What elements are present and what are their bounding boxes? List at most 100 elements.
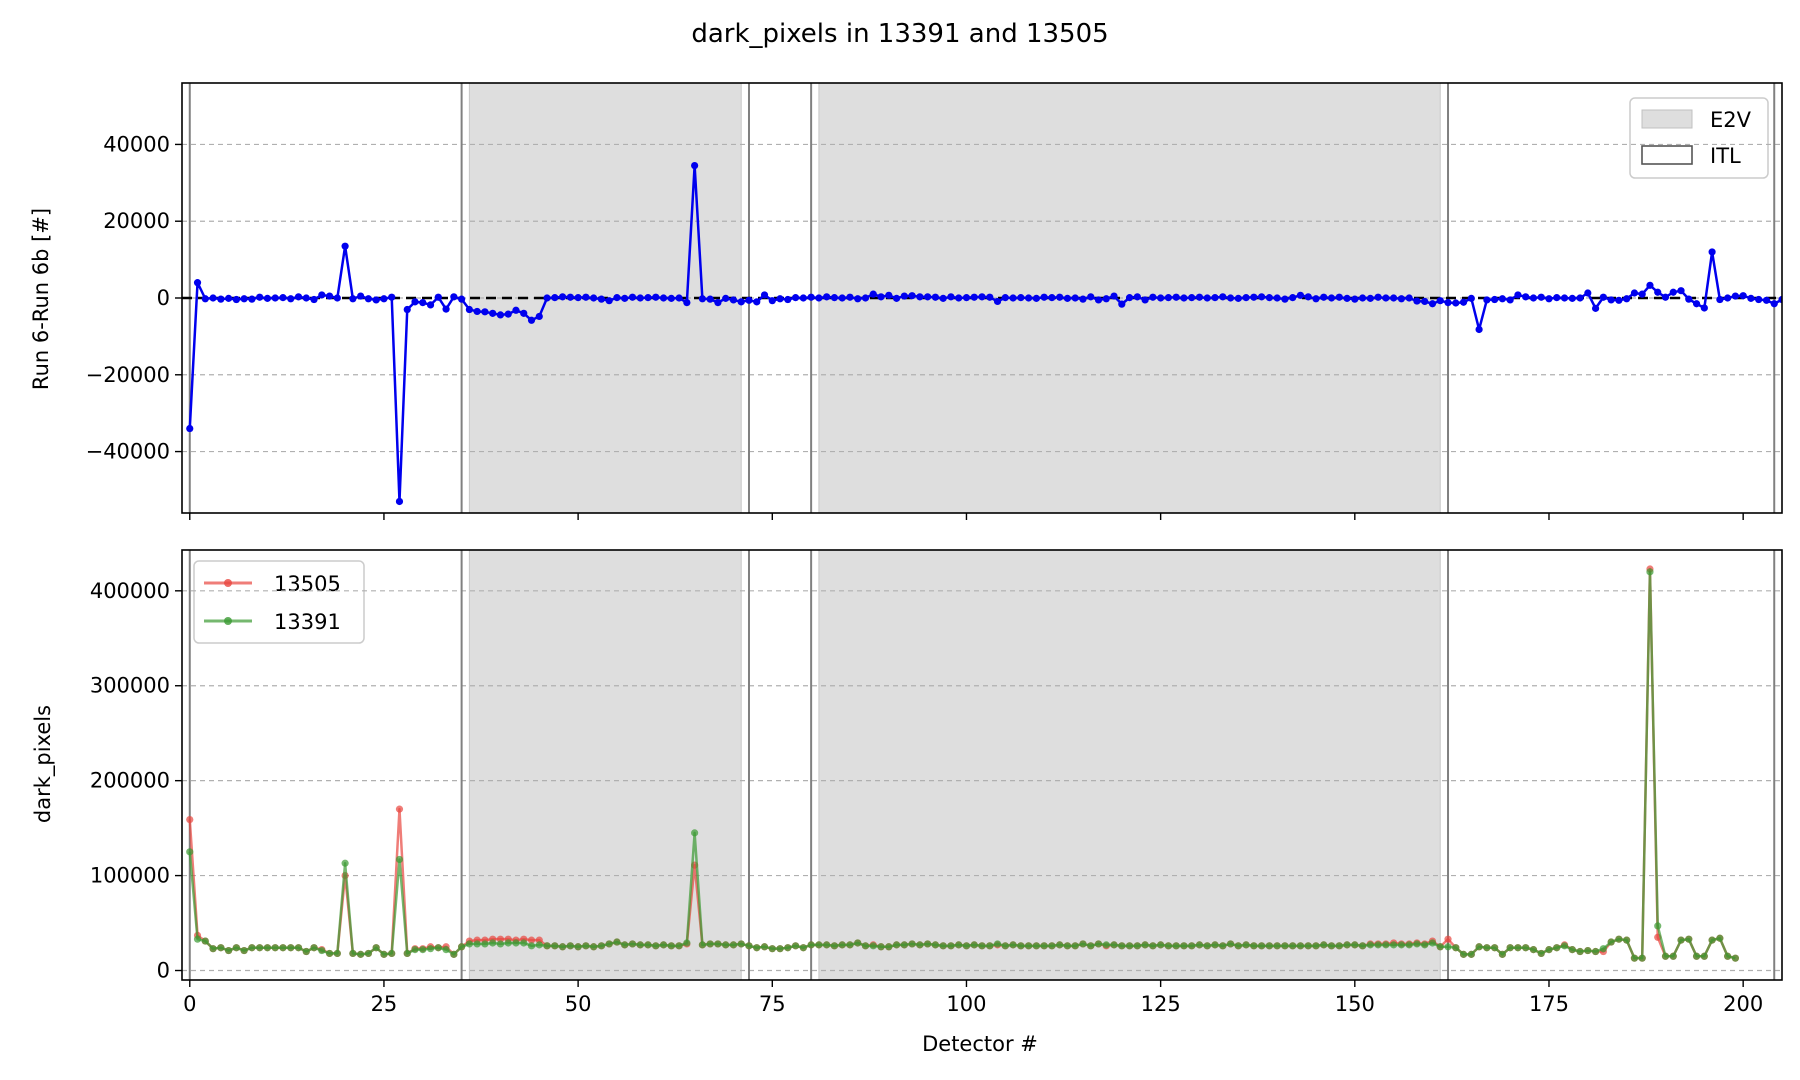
data-point <box>1226 294 1235 302</box>
data-point <box>854 295 862 303</box>
data-point <box>1265 942 1273 950</box>
data-point <box>1591 947 1600 956</box>
data-point <box>807 941 815 949</box>
data-point <box>683 939 691 947</box>
data-point <box>1475 325 1483 334</box>
x-axis-label: Detector # <box>922 1032 1038 1056</box>
y-tick-label: −40000 <box>86 440 170 464</box>
data-point <box>1444 935 1452 943</box>
data-point <box>1498 950 1506 958</box>
data-point <box>1071 942 1079 950</box>
data-point <box>1226 940 1235 948</box>
data-point <box>1459 950 1468 958</box>
data-point <box>209 294 217 302</box>
data-point <box>986 293 994 301</box>
data-point <box>970 941 978 949</box>
data-point <box>1382 294 1390 302</box>
data-point <box>714 940 722 948</box>
data-point <box>411 946 419 954</box>
data-point <box>1366 941 1374 949</box>
data-point <box>388 949 396 958</box>
data-point <box>706 295 714 303</box>
data-point <box>287 944 295 952</box>
data-point <box>1219 942 1227 950</box>
data-point <box>652 942 660 950</box>
data-point <box>465 305 473 314</box>
data-point <box>1778 295 1782 304</box>
data-point <box>1560 942 1569 950</box>
data-point <box>419 946 427 954</box>
data-point <box>256 293 264 301</box>
data-point <box>1685 295 1693 303</box>
legend-runs: 13505 13391 <box>193 560 365 644</box>
data-point <box>1327 942 1336 950</box>
data-point <box>574 294 582 302</box>
data-point <box>1731 292 1739 300</box>
data-point <box>955 294 963 302</box>
data-point <box>240 946 248 955</box>
y-tick-label: 400000 <box>90 579 170 603</box>
data-point <box>1421 297 1429 306</box>
data-point <box>527 316 536 324</box>
data-point <box>1436 297 1444 305</box>
data-point <box>1537 293 1545 301</box>
data-point <box>357 950 365 958</box>
data-point <box>193 935 202 943</box>
data-point <box>551 294 559 302</box>
data-point <box>1724 952 1732 960</box>
data-point <box>450 950 458 958</box>
data-point <box>838 941 846 949</box>
data-point <box>1467 950 1475 958</box>
data-point <box>916 293 924 301</box>
data-point <box>1459 298 1468 306</box>
legend-label-itl: ITL <box>1710 144 1741 168</box>
data-point <box>558 943 567 951</box>
data-point <box>1281 295 1289 303</box>
data-point <box>1001 942 1009 950</box>
data-point <box>1110 292 1118 300</box>
data-point <box>1157 941 1165 949</box>
data-point <box>1568 946 1576 954</box>
data-point <box>1747 294 1755 302</box>
data-point <box>1654 288 1662 296</box>
data-point <box>892 941 901 949</box>
data-point <box>551 942 559 950</box>
x-tick-label: 25 <box>371 992 398 1016</box>
dark-pixels-y-axis-label: dark_pixels <box>31 705 56 823</box>
data-point <box>395 805 404 813</box>
data-point <box>1692 952 1701 960</box>
data-point <box>1296 291 1305 299</box>
data-point <box>302 294 310 302</box>
data-point <box>1397 295 1406 303</box>
data-point <box>357 292 365 300</box>
data-point <box>287 295 295 303</box>
data-point <box>1265 294 1273 302</box>
data-point <box>201 295 209 303</box>
data-point <box>885 943 893 951</box>
data-point <box>815 294 823 302</box>
data-point <box>1079 295 1087 303</box>
data-point <box>388 293 396 301</box>
data-point <box>1646 568 1654 576</box>
data-point <box>1118 300 1126 308</box>
data-point <box>1390 294 1398 302</box>
data-point <box>294 944 303 952</box>
data-point <box>745 296 753 304</box>
data-point <box>1708 248 1716 256</box>
legend-swatch-e2v <box>1641 109 1693 129</box>
data-point <box>1048 294 1056 302</box>
data-point <box>1638 290 1646 298</box>
data-point <box>1087 293 1095 301</box>
data-point <box>186 424 194 433</box>
data-point <box>1172 942 1180 950</box>
data-point <box>768 297 776 305</box>
data-point <box>504 310 512 318</box>
data-point <box>636 294 644 302</box>
data-point <box>861 294 870 302</box>
y-tick-label: 300000 <box>90 674 170 698</box>
data-point <box>939 942 947 950</box>
data-point <box>652 293 660 301</box>
y-tick-label: 20000 <box>103 209 170 233</box>
data-point <box>566 293 574 301</box>
data-point <box>1281 942 1289 950</box>
